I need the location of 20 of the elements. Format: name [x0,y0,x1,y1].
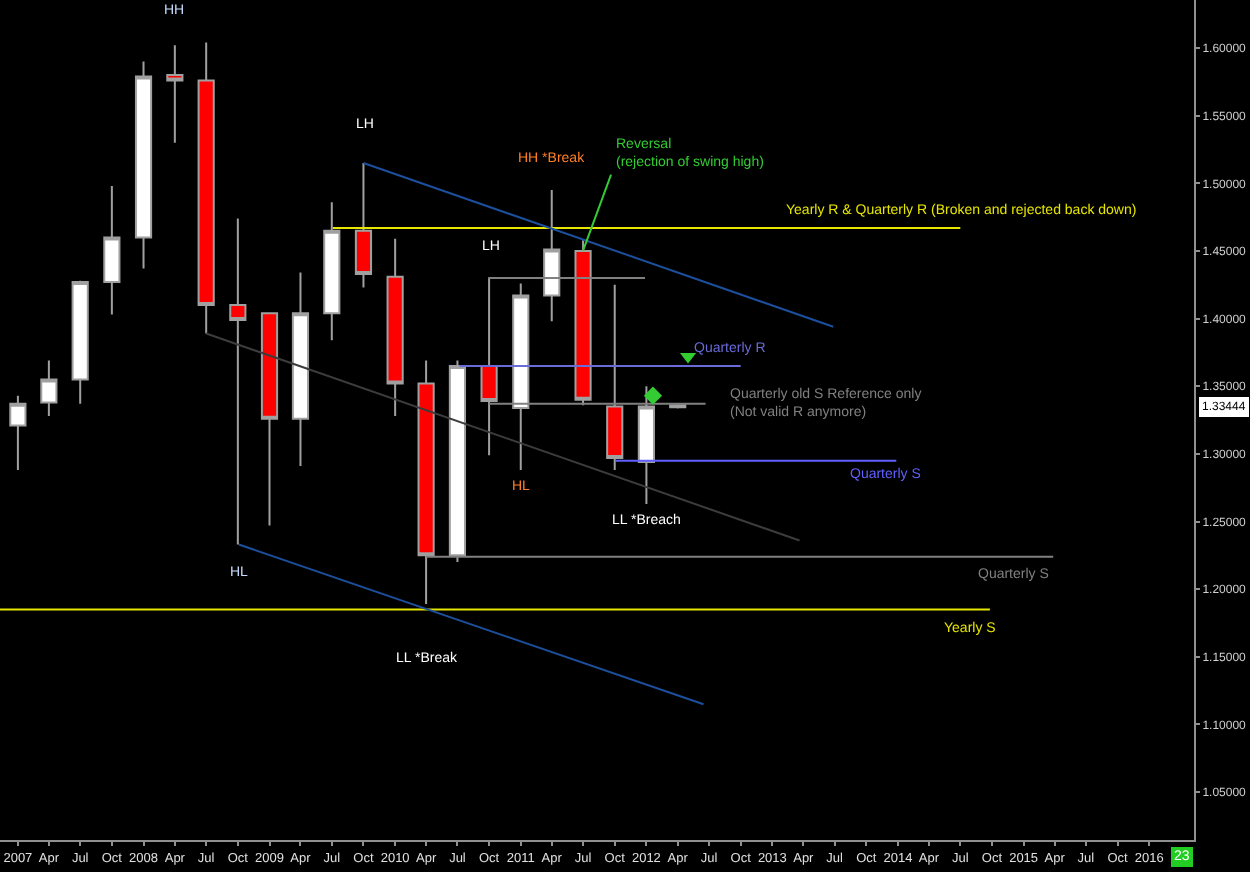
candlestick [354,162,373,289]
candlestick [417,359,435,606]
candlestick [103,185,121,316]
candlestick [512,282,530,472]
candlestick [260,312,279,527]
candlestick [229,217,247,546]
candlestick [9,394,27,472]
candlestick [606,283,624,472]
candlestick [71,279,89,405]
candlestick [40,359,58,417]
candlestick [134,60,153,270]
candlestick [574,239,592,407]
candlestick [543,189,561,323]
candlestick [386,237,404,417]
candlestick [197,41,215,335]
candlestick [480,277,498,457]
candlestick [323,201,341,342]
candlestick [291,271,310,468]
candlestick [166,44,184,144]
candlestick [448,359,467,564]
